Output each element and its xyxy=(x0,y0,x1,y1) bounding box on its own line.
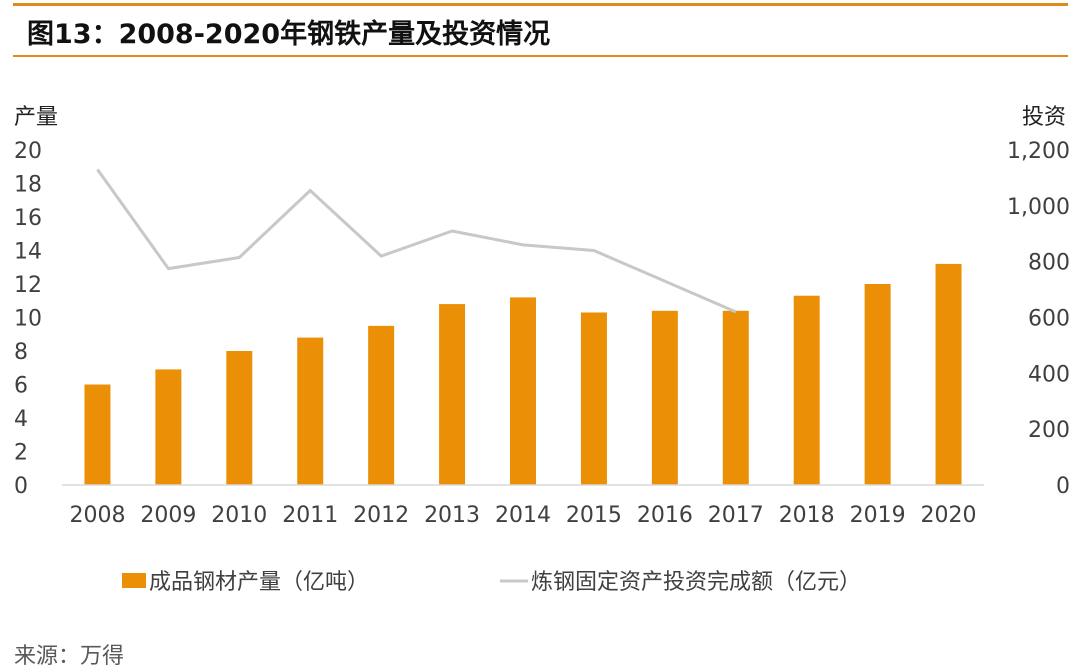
bar xyxy=(651,310,678,485)
x-tick-label: 2010 xyxy=(211,503,267,528)
left-tick-label: 18 xyxy=(14,173,42,198)
x-tick-label: 2009 xyxy=(140,503,196,528)
investment-line xyxy=(96,168,737,314)
left-tick-label: 8 xyxy=(14,340,28,365)
right-tick-label: 200 xyxy=(1028,418,1070,443)
left-tick-label: 14 xyxy=(14,240,42,265)
x-tick-label: 2014 xyxy=(495,503,551,528)
right-tick-label: 400 xyxy=(1028,362,1070,387)
left-tick-label: 20 xyxy=(14,139,42,164)
x-tick-label: 2015 xyxy=(566,503,622,528)
x-tick-label: 2011 xyxy=(282,503,338,528)
x-tick-label: 2008 xyxy=(69,503,125,528)
source-note: 来源：万得 xyxy=(14,644,125,669)
legend-label-line: 炼钢固定资产投资完成额（亿元） xyxy=(531,570,861,595)
legend: 成品钢材产量（亿吨） 炼钢固定资产投资完成额（亿元） xyxy=(122,570,861,595)
right-axis-ticks: 0 200 400 600 800 1,000 1,200 xyxy=(1007,139,1070,499)
right-tick-label: 1,200 xyxy=(1007,139,1070,164)
bar xyxy=(722,310,749,485)
left-tick-label: 6 xyxy=(14,374,28,399)
bar xyxy=(580,312,607,485)
bar xyxy=(439,304,466,485)
bar xyxy=(510,297,536,485)
header-bottom-rule xyxy=(13,55,1068,57)
left-axis-ticks: 0 2 4 6 8 10 12 14 16 18 20 xyxy=(14,139,42,499)
right-axis-label: 投资 xyxy=(1022,105,1066,130)
x-tick-label: 2020 xyxy=(921,503,977,528)
legend-label-bar: 成品钢材产量（亿吨） xyxy=(149,570,369,595)
x-tick-label: 2018 xyxy=(779,503,835,528)
left-tick-label: 16 xyxy=(14,206,42,231)
x-tick-label: 2013 xyxy=(424,503,480,528)
right-tick-label: 0 xyxy=(1056,474,1070,499)
bar xyxy=(155,369,182,485)
bar xyxy=(297,337,324,485)
legend-swatch-bar xyxy=(122,573,146,588)
header-top-rule xyxy=(13,3,1068,6)
left-tick-label: 4 xyxy=(14,407,28,432)
bar xyxy=(793,295,820,485)
line-series xyxy=(96,168,737,314)
chart-area: 产量 投资 0 2 4 6 8 10 12 14 16 18 20 0 200 400 600 800 1,0… xyxy=(14,105,1070,595)
bar xyxy=(935,263,962,485)
bar-series xyxy=(84,263,962,485)
bar xyxy=(226,351,253,485)
x-tick-label: 2019 xyxy=(850,503,906,528)
chart-title: 图13：2008-2020年钢铁产量及投资情况 xyxy=(27,19,551,50)
right-tick-label: 600 xyxy=(1028,307,1070,332)
left-tick-label: 12 xyxy=(14,273,42,298)
left-tick-label: 2 xyxy=(14,441,28,466)
bar xyxy=(84,384,111,485)
bar xyxy=(864,284,891,485)
x-tick-label: 2012 xyxy=(353,503,409,528)
left-tick-label: 0 xyxy=(14,474,28,499)
right-tick-label: 800 xyxy=(1028,251,1070,276)
left-tick-label: 10 xyxy=(14,307,42,332)
x-tick-label: 2017 xyxy=(708,503,764,528)
x-tick-label: 2016 xyxy=(637,503,693,528)
left-axis-label: 产量 xyxy=(14,105,58,130)
x-axis-ticks: 2008 2009 2010 2011 2012 2013 2014 2015 2016 2017… xyxy=(69,503,976,528)
bar xyxy=(368,325,395,485)
right-tick-label: 1,000 xyxy=(1007,195,1070,220)
